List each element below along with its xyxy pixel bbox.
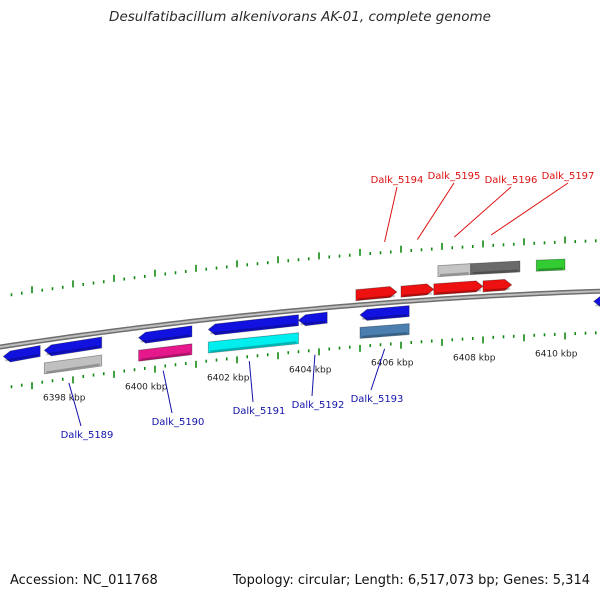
gene-shadow <box>46 345 100 356</box>
gene-label[interactable]: Dalk_5197 <box>542 171 595 182</box>
scale-label: 6402 kbp <box>207 373 250 383</box>
genome-title: Desulfatibacillum alkenivorans AK-01, co… <box>109 9 491 25</box>
gene-labels-above: Dalk_5194 Dalk_5195 Dalk_5196 Dalk_5197 <box>371 171 595 243</box>
label-leader-line <box>162 370 173 414</box>
outer-tick-track <box>10 236 597 297</box>
label-leader-line <box>490 182 569 236</box>
accession-label: Accession: NC_011768 <box>10 573 158 588</box>
gene-label[interactable]: Dalk_5196 <box>485 175 538 186</box>
gene-shadow <box>210 341 297 353</box>
gene-shadow <box>140 352 191 361</box>
gene-label[interactable]: Dalk_5191 <box>233 406 286 417</box>
gene-shadow <box>140 334 191 343</box>
inner-tick-track <box>10 331 597 390</box>
gene-shadow <box>538 267 564 271</box>
gene-labels-below: Dalk_5189 Dalk_5190 Dalk_5191 Dalk_5192 Dalk… <box>61 348 404 441</box>
gene-arrow[interactable] <box>297 311 328 327</box>
gene-arrow[interactable] <box>138 343 193 362</box>
label-leader-line <box>370 348 386 391</box>
label-leader-line <box>453 186 512 238</box>
gene-arrow[interactable] <box>2 345 41 363</box>
gene-shadow <box>46 363 100 374</box>
gene-shadow <box>357 295 395 301</box>
gene-arrow[interactable] <box>433 280 484 296</box>
scale-label: 6408 kbp <box>453 353 496 363</box>
gene-shadow <box>435 289 482 295</box>
label-leader-line <box>68 382 82 427</box>
gene-arrow[interactable] <box>355 286 398 302</box>
gene-arrow[interactable] <box>470 260 521 276</box>
scale-label: 6398 kbp <box>43 393 86 403</box>
gene-label[interactable]: Dalk_5190 <box>152 417 205 428</box>
gene-shadow <box>361 314 408 320</box>
gene-shadow <box>484 287 510 292</box>
label-leader-line <box>416 182 455 240</box>
gene-label[interactable]: Dalk_5195 <box>428 171 481 182</box>
label-leader-line <box>384 186 398 243</box>
gene-shadow <box>210 323 297 335</box>
label-leader-line <box>248 361 254 403</box>
gene-shadow <box>402 292 432 297</box>
gene-arrow[interactable] <box>207 332 299 354</box>
scale-label: 6404 kbp <box>289 365 332 375</box>
gene-arrow[interactable] <box>359 323 410 339</box>
scale-label: 6400 kbp <box>125 383 168 393</box>
scale-label: 6406 kbp <box>371 359 414 369</box>
gene-features <box>2 258 600 375</box>
scale-label: 6410 kbp <box>535 349 578 359</box>
gene-arrow[interactable] <box>535 258 566 272</box>
gene-label[interactable]: Dalk_5192 <box>292 400 345 411</box>
gene-arrow[interactable] <box>43 336 103 357</box>
gene-shadow <box>5 354 39 362</box>
gene-shadow <box>300 320 326 326</box>
gene-label[interactable]: Dalk_5194 <box>371 175 424 186</box>
genome-stats-label: Topology: circular; Length: 6,517,073 bp… <box>232 573 590 588</box>
gene-label[interactable]: Dalk_5189 <box>61 430 114 441</box>
gene-arrow[interactable] <box>359 305 410 321</box>
gene-arrow[interactable] <box>400 283 435 298</box>
gene-shadow <box>361 332 408 338</box>
gene-arrow[interactable] <box>482 278 513 293</box>
label-leader-line <box>311 354 316 397</box>
gene-shadow <box>595 304 600 307</box>
gene-arrow[interactable] <box>137 325 193 344</box>
gene-shadow <box>439 272 469 277</box>
gene-arrow[interactable] <box>43 354 103 375</box>
scale-labels: 6398 kbp 6400 kbp 6402 kbp 6404 kbp 6406 kbp… <box>43 349 578 403</box>
gene-label[interactable]: Dalk_5193 <box>351 394 404 405</box>
genome-backbone <box>0 288 600 350</box>
gene-shadow <box>472 269 518 275</box>
backbone-inner-line <box>0 290 600 349</box>
